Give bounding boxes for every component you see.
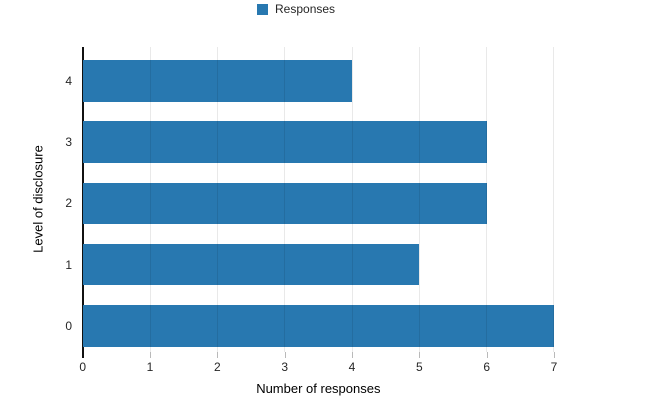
- gridline-x-5: [418, 46, 420, 352]
- gridline-x-2: [216, 46, 218, 352]
- plot-area: [82, 46, 555, 352]
- x-tick-label-0: 0: [79, 359, 87, 374]
- bar-level-1: [82, 243, 420, 286]
- y-tick-label-2: 2: [65, 196, 72, 211]
- x-tick-label-4: 4: [348, 359, 356, 374]
- x-tick-mark-5: [419, 352, 421, 358]
- x-tick-mark-4: [352, 352, 354, 358]
- gridline-x-6: [486, 46, 488, 352]
- gridline-x-1: [149, 46, 151, 352]
- gridline-x-3: [284, 46, 286, 352]
- x-tick-mark-6: [486, 352, 488, 358]
- x-axis-title: Number of responses: [256, 381, 381, 396]
- x-tick-label-3: 3: [281, 359, 289, 374]
- legend: Responses: [257, 3, 335, 16]
- gridline-x-7: [553, 46, 555, 352]
- x-tick-label-5: 5: [416, 359, 423, 374]
- x-tick-mark-7: [554, 352, 555, 358]
- y-tick-label-1: 1: [65, 257, 72, 272]
- x-tick-label-6: 6: [483, 359, 491, 374]
- y-axis-title: Level of disclosure: [30, 145, 46, 253]
- bar-level-0: [82, 305, 554, 347]
- legend-swatch: [257, 4, 268, 15]
- bar-level-4: [82, 60, 352, 102]
- legend-label: Responses: [275, 2, 336, 16]
- bar-level-3: [82, 121, 487, 163]
- y-tick-label-3: 3: [65, 135, 72, 149]
- x-tick-label-1: 1: [146, 359, 154, 374]
- x-tick-mark-2: [217, 352, 219, 358]
- x-tick-mark-1: [150, 352, 152, 358]
- y-tick-label-4: 4: [65, 73, 72, 88]
- gridline-x-4: [351, 46, 353, 352]
- bar-level-2: [82, 182, 487, 224]
- x-tick-label-7: 7: [550, 359, 558, 374]
- x-tick-label-2: 2: [214, 359, 221, 374]
- x-tick-mark-3: [284, 352, 286, 358]
- y-tick-label-0: 0: [65, 318, 72, 333]
